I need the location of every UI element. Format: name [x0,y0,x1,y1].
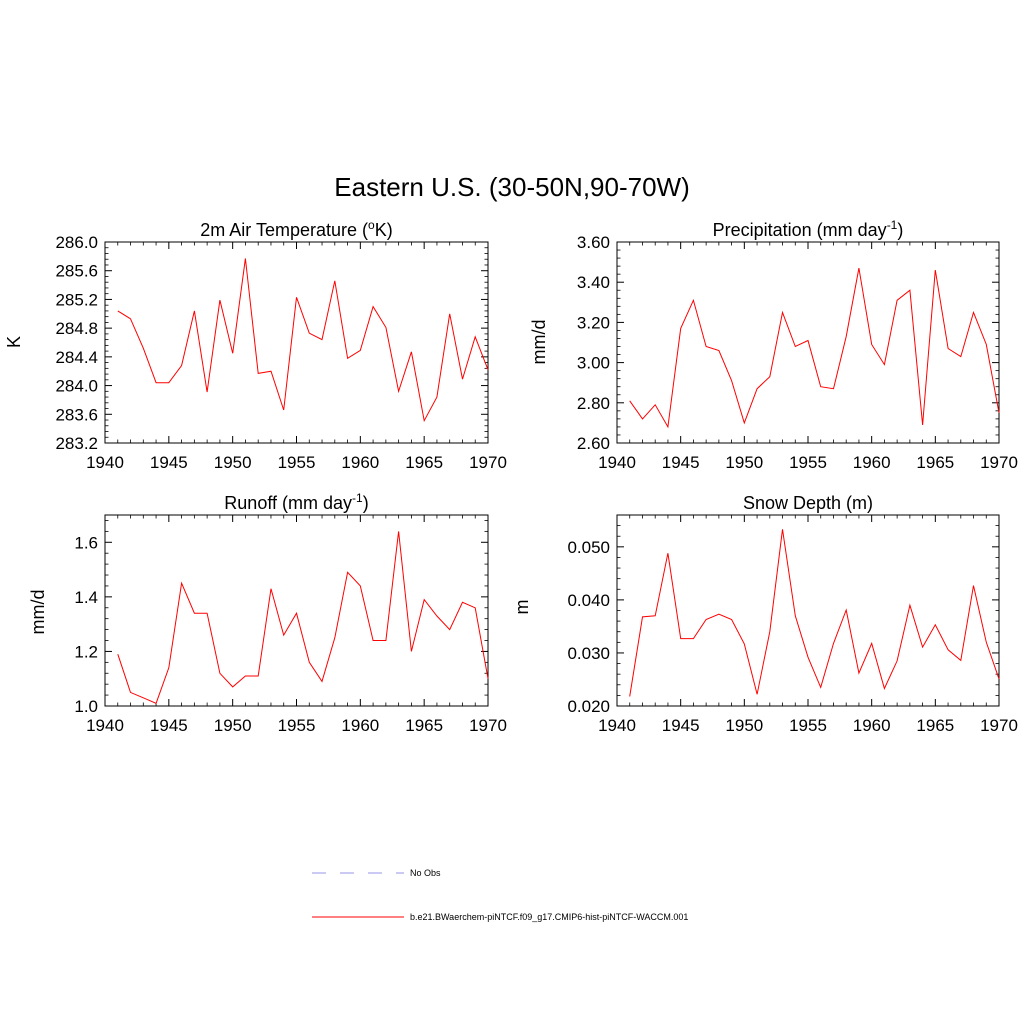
x-tick-label: 1970 [980,716,1018,735]
x-tick-label: 1960 [853,453,891,472]
x-tick-label: 1940 [86,453,124,472]
legend-obs-label: No Obs [410,868,441,878]
x-tick-label: 1950 [214,716,252,735]
y-tick-label: 3.60 [577,233,610,252]
x-tick-label: 1955 [789,716,827,735]
y-tick-label: 285.6 [55,262,98,281]
plot-frame [616,514,1000,707]
y-tick-label: 285.2 [55,290,98,309]
x-tick-label: 1940 [598,453,636,472]
x-tick-label: 1950 [214,453,252,472]
x-tick-label: 1940 [598,716,636,735]
y-tick-label: 1.0 [74,697,98,716]
panel-precipitation: 1940 1945 1950 1955 1960 1965 1970 2.60 2.80 3.00… [529,218,1018,472]
x-tick-label: 1960 [341,453,379,472]
panel-title: Snow Depth (m) [743,493,873,513]
x-tick-label: 1965 [916,716,954,735]
y-tick-label: 2.60 [577,434,610,453]
x-tick-label: 1945 [662,716,700,735]
y-tick-label: 1.4 [74,588,98,607]
panels: 1940 1945 1950 1955 1960 1965 1970 283.2 283.6 28… [4,218,1018,735]
x-tick-label: 1945 [150,716,188,735]
y-tick-label: 283.6 [55,405,98,424]
y-tick-label: 286.0 [55,233,98,252]
y-axis-label: m [512,600,532,615]
legend-model-label: b.e21.BWaerchem-piNTCF.f09_g17.CMIP6-his… [410,912,688,922]
y-tick-label: 1.6 [74,533,98,552]
x-tick-label: 1950 [725,453,763,472]
x-tick-label: 1945 [150,453,188,472]
y-tick-label: 3.00 [577,354,610,373]
x-tick-label: 1950 [725,716,763,735]
x-tick-label: 1965 [916,453,954,472]
x-tick-label: 1940 [86,716,124,735]
x-tick-label: 1970 [469,453,507,472]
main-title: Eastern U.S. (30-50N,90-70W) [334,172,689,202]
x-tick-label: 1955 [278,716,316,735]
x-tick-label: 1960 [853,716,891,735]
x-tick-label: 1970 [980,453,1018,472]
panel-title: Precipitation (mm day-1) [713,218,904,240]
y-tick-label: 0.020 [567,697,610,716]
y-axis-label: mm/d [529,320,549,365]
panel-temperature: 1940 1945 1950 1955 1960 1965 1970 283.2 283.6 28… [4,218,507,472]
y-tick-label: 3.20 [577,313,610,332]
y-tick-label: 3.40 [577,273,610,292]
legend: No Obs b.e21.BWaerchem-piNTCF.f09_g17.CM… [312,868,688,922]
x-tick-label: 1965 [405,453,443,472]
x-tick-label: 1945 [662,453,700,472]
panel-title: Runoff (mm day-1) [224,491,368,513]
panel-runoff: 1940 1945 1950 1955 1960 1965 1970 1.0 1.2 1.4 1.6… [28,491,507,735]
x-tick-label: 1955 [278,453,316,472]
y-tick-label: 0.040 [567,591,610,610]
panel-title: 2m Air Temperature (oK) [200,218,392,240]
y-axis-label: K [4,336,24,348]
x-tick-label: 1955 [789,453,827,472]
series-line-snow-depth [629,529,1000,697]
y-tick-label: 284.0 [55,377,98,396]
x-tick-label: 1970 [469,716,507,735]
plot-frame [616,241,1000,444]
plot-frame [104,241,489,444]
y-axis-label: mm/d [28,590,48,635]
y-tick-label: 0.050 [567,538,610,557]
x-tick-label: 1960 [341,716,379,735]
y-tick-label: 284.8 [55,319,98,338]
y-tick-label: 284.4 [55,348,98,367]
plot-frame [104,514,489,707]
y-tick-label: 1.2 [74,642,98,661]
series-line-runoff [117,531,489,704]
series-line-temperature [117,258,489,423]
y-tick-label: 283.2 [55,434,98,453]
series-line-precipitation [629,268,1000,429]
panel-snow-depth: 1940 1945 1950 1955 1960 1965 1970 0.020 0.030 0.… [512,493,1018,735]
y-tick-label: 2.80 [577,394,610,413]
y-tick-label: 0.030 [567,644,610,663]
x-tick-label: 1965 [405,716,443,735]
